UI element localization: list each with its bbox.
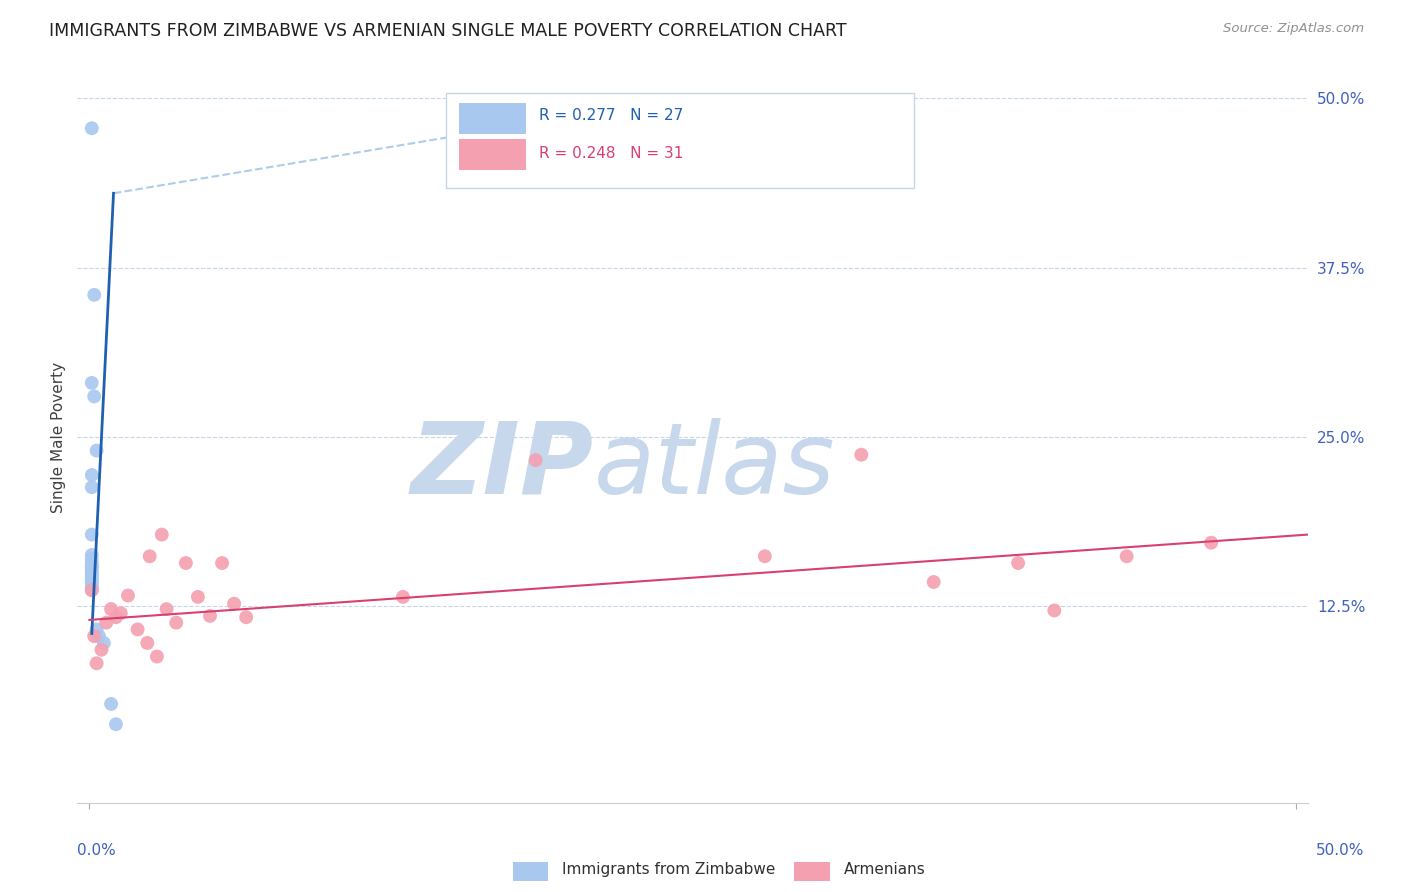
Point	[110, 606, 132, 620]
Point	[392, 590, 415, 604]
Point	[80, 468, 103, 483]
Point	[136, 636, 159, 650]
Point	[80, 572, 103, 586]
Point	[80, 480, 103, 494]
Point	[127, 623, 149, 637]
Point	[80, 376, 103, 390]
Point	[1115, 549, 1137, 564]
Text: Armenians: Armenians	[844, 863, 925, 877]
Point	[83, 629, 105, 643]
Point	[87, 629, 110, 643]
Text: 0.0%: 0.0%	[77, 843, 117, 858]
Point	[80, 121, 103, 136]
Point	[80, 569, 103, 583]
Text: atlas: atlas	[595, 417, 835, 515]
Point	[80, 560, 103, 574]
Text: IMMIGRANTS FROM ZIMBABWE VS ARMENIAN SINGLE MALE POVERTY CORRELATION CHART: IMMIGRANTS FROM ZIMBABWE VS ARMENIAN SIN…	[49, 22, 846, 40]
Point	[83, 288, 105, 302]
Point	[165, 615, 187, 630]
Point	[100, 697, 122, 711]
Point	[80, 552, 103, 566]
Text: Immigrants from Zimbabwe: Immigrants from Zimbabwe	[562, 863, 776, 877]
Text: ZIP: ZIP	[411, 417, 595, 515]
Text: 50.0%: 50.0%	[1316, 843, 1364, 858]
Point	[80, 581, 103, 595]
Point	[80, 527, 103, 541]
Point	[80, 556, 103, 570]
Point	[1043, 603, 1066, 617]
Point	[80, 568, 103, 582]
Text: Source: ZipAtlas.com: Source: ZipAtlas.com	[1223, 22, 1364, 36]
Point	[187, 590, 209, 604]
Point	[754, 549, 776, 564]
Point	[80, 558, 103, 573]
Point	[80, 563, 103, 577]
Point	[90, 642, 112, 657]
Point	[100, 602, 122, 616]
Point	[851, 448, 873, 462]
FancyBboxPatch shape	[458, 103, 526, 134]
Point	[86, 623, 108, 637]
Point	[86, 443, 108, 458]
Point	[524, 453, 547, 467]
Point	[155, 602, 177, 616]
Point	[80, 574, 103, 589]
Y-axis label: Single Male Poverty: Single Male Poverty	[51, 361, 66, 513]
Point	[104, 717, 127, 731]
Point	[150, 527, 173, 541]
Point	[83, 389, 105, 403]
Point	[80, 548, 103, 562]
Text: R = 0.248   N = 31: R = 0.248 N = 31	[538, 145, 683, 161]
Point	[80, 583, 103, 598]
Point	[174, 556, 197, 570]
Point	[235, 610, 257, 624]
Point	[93, 636, 115, 650]
Point	[86, 657, 108, 671]
Point	[117, 589, 139, 603]
FancyBboxPatch shape	[447, 94, 914, 188]
Point	[922, 574, 945, 589]
Point	[198, 608, 221, 623]
Point	[80, 583, 103, 598]
Point	[104, 610, 127, 624]
Point	[96, 615, 118, 630]
Point	[1007, 556, 1029, 570]
Point	[80, 566, 103, 580]
Point	[146, 649, 169, 664]
Point	[1199, 535, 1222, 549]
Point	[80, 578, 103, 592]
Point	[211, 556, 233, 570]
Point	[224, 597, 246, 611]
Point	[138, 549, 160, 564]
FancyBboxPatch shape	[458, 139, 526, 170]
Text: R = 0.277   N = 27: R = 0.277 N = 27	[538, 108, 683, 123]
